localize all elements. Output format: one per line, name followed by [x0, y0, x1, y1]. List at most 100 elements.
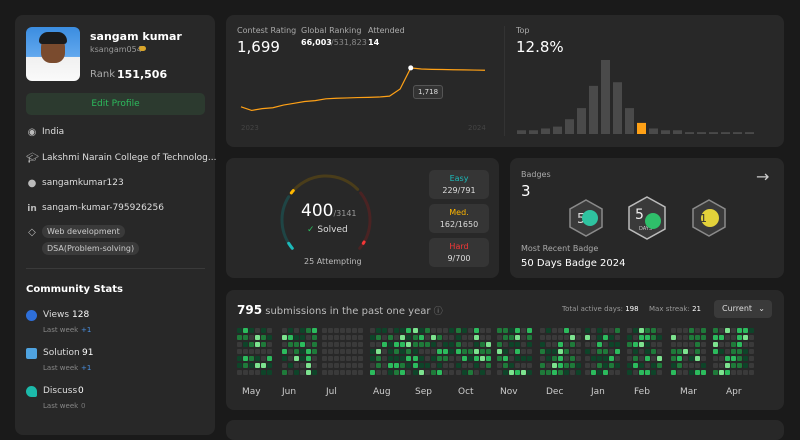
school-icon: 🎓︎ [26, 153, 39, 164]
histogram-bar [661, 130, 670, 134]
discuss-value: 0 [78, 386, 84, 396]
submissions-count: 795 [237, 303, 263, 317]
recent-badge-label: Most Recent Badge [521, 244, 599, 253]
discuss-delta: 0 [81, 402, 86, 410]
linkedin-link[interactable]: sangam-kumar-795926256 [42, 203, 164, 213]
github-icon: ● [27, 178, 37, 189]
histogram-bar [565, 119, 574, 134]
github-link[interactable]: sangamkumar123 [42, 178, 124, 188]
rating-histogram[interactable] [517, 60, 777, 135]
avatar[interactable] [26, 27, 80, 81]
medium-progress [289, 189, 295, 195]
histogram-bar [637, 122, 646, 134]
easy-track [280, 195, 294, 250]
medium-track [289, 174, 360, 195]
max-streak: Max streak: 21 [649, 305, 701, 313]
solved-label: Solved [317, 225, 348, 235]
solution-sub: Last week [43, 364, 79, 372]
histogram-bar [733, 132, 742, 134]
arrow-right-icon[interactable]: → [756, 167, 770, 186]
histogram-bar [709, 132, 718, 134]
month-label: Mar [680, 387, 697, 397]
solved-number: 400 [301, 201, 334, 221]
histogram-bar [745, 132, 754, 134]
max-streak-value: 21 [692, 305, 701, 313]
badge-50-days-2024-icon[interactable]: 5 DAYS [624, 195, 670, 241]
year-select-value: Current [722, 304, 753, 313]
active-days-value: 198 [625, 305, 639, 313]
contest-rating-value: 1,699 [237, 38, 280, 56]
month-label: Apr [726, 387, 742, 397]
location-icon: ◉ [27, 127, 37, 138]
solution-icon [26, 348, 37, 359]
views-delta: +1 [81, 326, 92, 334]
hard-progress [361, 240, 366, 245]
solution-delta: +1 [81, 364, 92, 372]
solved-count: 400/3141 [301, 201, 357, 221]
svg-text:1: 1 [700, 212, 707, 225]
solution-label: Solution [43, 348, 80, 358]
contest-card [226, 15, 784, 147]
solved-progress-ring[interactable] [270, 168, 390, 272]
skill-tag[interactable]: DSA(Problem-solving) [42, 242, 140, 255]
badges-label: Badges [521, 170, 551, 179]
max-streak-label: Max streak: [649, 305, 690, 313]
solved-label-row: ✓ Solved [307, 225, 348, 235]
global-ranking-label: Global Ranking [301, 26, 362, 35]
bottom-card [226, 420, 784, 440]
year-select[interactable]: Current ⌄ [714, 300, 772, 318]
easy-progress [287, 241, 294, 250]
hard-label: Hard [449, 242, 469, 251]
info-icon[interactable]: ⓘ [433, 307, 443, 317]
hard-value: 9/700 [447, 254, 471, 263]
views-sub: Last week [43, 326, 79, 334]
month-label: Oct [458, 387, 474, 397]
rating-peak-point[interactable] [408, 65, 414, 71]
hard-box[interactable]: Hard 9/700 [429, 238, 489, 267]
global-ranking-total: /531,823 [331, 38, 367, 47]
attempting-label: 25 Attempting [304, 257, 362, 266]
profile-username: ksangam054 [90, 45, 142, 54]
easy-value: 229/791 [442, 186, 476, 195]
active-days-label: Total active days: [562, 305, 623, 313]
medium-label: Med. [449, 208, 469, 217]
rating-line-chart[interactable] [237, 58, 492, 128]
location-text: India [42, 127, 65, 137]
skill-tag[interactable]: Web development [42, 225, 125, 238]
top-value: 12.8% [516, 38, 564, 56]
month-label: Jul [326, 387, 337, 397]
histogram-bar [721, 132, 730, 134]
histogram-bar [553, 126, 562, 134]
year-start-label: 2023 [241, 124, 259, 132]
attended-value: 14 [368, 38, 380, 47]
badges-count: 3 [521, 182, 531, 200]
month-label: Dec [546, 387, 564, 397]
histogram-bar [685, 132, 694, 134]
badge-100-days-icon[interactable]: 1 [689, 198, 729, 238]
views-value: 128 [72, 310, 90, 320]
month-label: Sep [415, 387, 432, 397]
hard-track [358, 191, 372, 250]
badge-50-days-2023-icon[interactable]: 5 [566, 198, 606, 238]
easy-box[interactable]: Easy 229/791 [429, 170, 489, 199]
active-days: Total active days: 198 [562, 305, 639, 313]
contest-rating-label: Contest Rating [237, 26, 297, 35]
year-end-label: 2024 [468, 124, 486, 132]
views-label: Views [43, 310, 70, 320]
histogram-bar [601, 60, 610, 134]
month-label: Nov [500, 387, 518, 397]
rating-line [240, 67, 486, 112]
medium-box[interactable]: Med. 162/1650 [429, 204, 489, 233]
rank-value: 151,506 [117, 68, 168, 81]
attended-label: Attended [368, 26, 405, 35]
recent-badge-name: 50 Days Badge 2024 [521, 258, 626, 269]
profile-name: sangam kumar [90, 30, 182, 43]
submissions-heading: 795 submissions in the past one year ⓘ [237, 303, 443, 317]
histogram-bar [589, 85, 598, 134]
edit-profile-button[interactable]: Edit Profile [26, 93, 205, 115]
rating-tooltip: 1,718 [413, 85, 444, 99]
histogram-bar [577, 108, 586, 134]
discuss-label: Discuss [43, 386, 78, 396]
svg-text:5: 5 [635, 207, 644, 223]
username-badge-icon [139, 46, 146, 51]
